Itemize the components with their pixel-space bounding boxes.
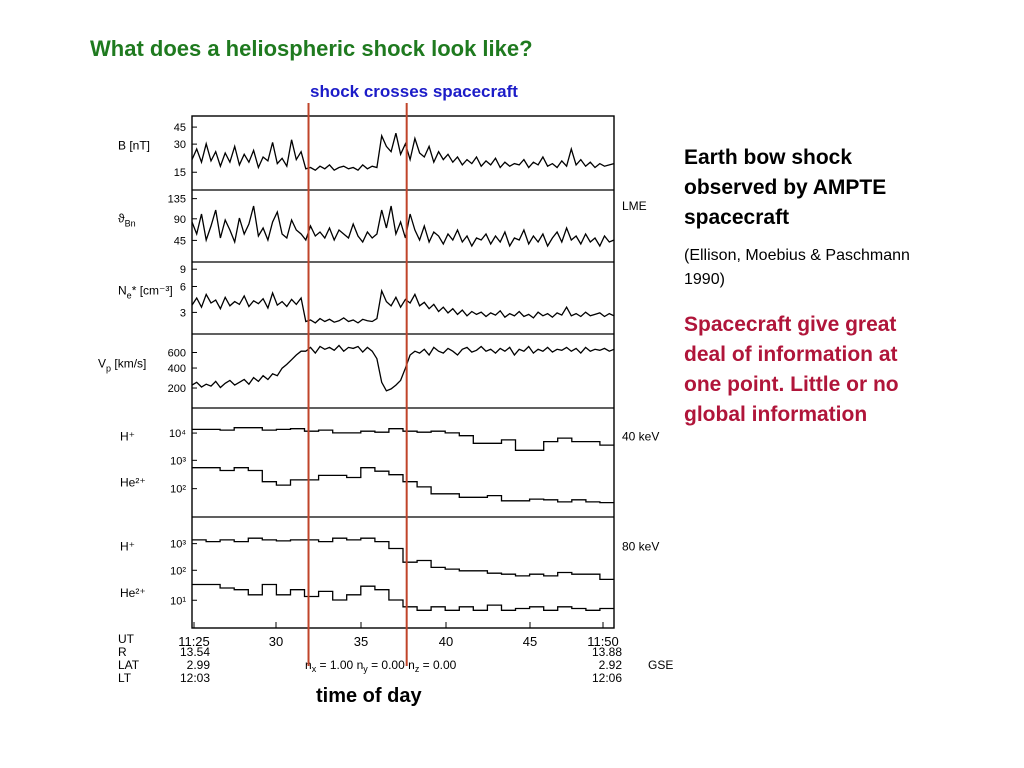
series-trace	[192, 427, 614, 451]
x-tick-label: 40	[439, 634, 453, 649]
y-tick-label: 600	[168, 348, 186, 360]
footer-row-end: 13.88	[592, 645, 622, 659]
panel-right-label: LME	[622, 199, 647, 213]
time-axis-caption: time of day	[316, 685, 422, 707]
series-trace	[191, 344, 615, 392]
series-label: H⁺	[120, 430, 135, 444]
y-tick-label: 90	[174, 214, 186, 226]
footer-row-label: LT	[118, 671, 132, 685]
panel-label: B [nT]	[118, 138, 150, 152]
panel-label: ϑBn	[118, 211, 136, 228]
side-note: Spacecraft give great deal of informatio…	[684, 313, 899, 426]
shock-label: shock crosses spacecraft	[310, 82, 518, 101]
footer-row-label: LAT	[118, 658, 140, 672]
panel-label: Vp [km/s]	[98, 356, 146, 373]
series-trace	[191, 205, 615, 248]
y-tick-label: 400	[168, 363, 186, 375]
footer-row-label: UT	[118, 632, 135, 646]
series-trace	[192, 467, 614, 504]
y-tick-label: 10²	[170, 484, 186, 496]
footer-row-end: 12:06	[592, 671, 622, 685]
y-tick-label: 10³	[170, 455, 186, 467]
x-tick-label: 11:50	[587, 634, 619, 649]
x-tick-label: 11:25	[178, 634, 210, 649]
y-tick-label: 10¹	[170, 595, 186, 607]
coordinate-frame-label: GSE	[648, 658, 673, 672]
normal-vector-text: nx = 1.00 ny = 0.00 nz = 0.00	[305, 658, 457, 674]
footer-row-label: R	[118, 645, 127, 659]
series-trace	[191, 288, 615, 324]
footer-row-start: 13.54	[180, 645, 210, 659]
side-heading: Earth bow shock observed by AMPTE spacec…	[684, 146, 887, 229]
panel-label: Ne* [cm⁻³]	[118, 283, 173, 300]
y-tick-label: 135	[168, 194, 186, 206]
slide-title: What does a heliospheric shock look like…	[90, 36, 533, 61]
series-trace	[191, 133, 615, 172]
y-tick-label: 45	[174, 122, 186, 134]
series-label: He²⁺	[120, 475, 146, 489]
y-tick-label: 45	[174, 235, 186, 247]
side-citation: (Ellison, Moebius & Paschmann 1990)	[684, 247, 910, 288]
panel-right-label: 40 keV	[622, 430, 659, 444]
y-tick-label: 30	[174, 139, 186, 151]
series-label: He²⁺	[120, 586, 146, 600]
x-tick-label: 35	[354, 634, 368, 649]
plot-frame	[191, 115, 615, 629]
x-tick-label: 45	[523, 634, 537, 649]
y-tick-label: 10⁴	[169, 428, 186, 440]
y-tick-label: 3	[180, 307, 186, 319]
series-trace	[192, 537, 614, 581]
series-label: H⁺	[120, 539, 135, 553]
y-tick-label: 10²	[170, 565, 186, 577]
y-tick-label: 200	[168, 383, 186, 395]
y-tick-label: 15	[174, 167, 186, 179]
footer-row-end: 2.92	[599, 658, 623, 672]
footer-row-start: 12:03	[180, 671, 210, 685]
series-trace	[192, 583, 614, 611]
y-tick-label: 9	[180, 264, 186, 276]
x-tick-label: 30	[269, 634, 283, 649]
footer-row-start: 2.99	[187, 658, 211, 672]
y-tick-label: 10³	[170, 539, 186, 551]
y-tick-label: 6	[180, 281, 186, 293]
panel-right-label: 80 keV	[622, 539, 659, 553]
